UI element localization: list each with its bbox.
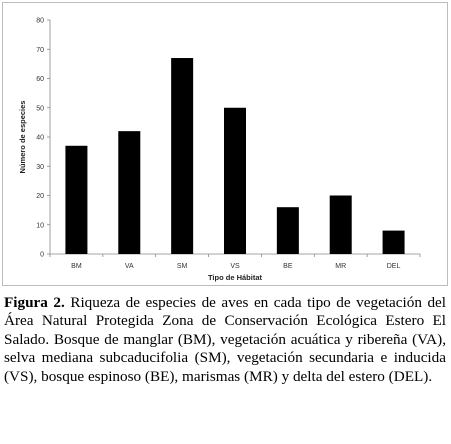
figure-caption: Figura 2. Riqueza de especies de aves en… — [4, 294, 446, 386]
x-tick-label-bm: BM — [71, 263, 82, 270]
bar-be — [276, 207, 299, 254]
bar-sm — [171, 58, 194, 255]
bar-va — [118, 131, 141, 254]
y-tick-label: 0 — [40, 252, 44, 259]
bar-vs — [224, 107, 246, 254]
bar-bm — [65, 145, 88, 254]
y-tick-label: 80 — [36, 18, 44, 25]
x-tick-label-vs: VS — [230, 263, 240, 270]
y-tick-label: 60 — [36, 76, 44, 83]
x-ticks: BM VA SM VS BE MR DEL — [49, 254, 421, 270]
bar-chart: 0 10 20 30 40 50 60 70 80 BM VA SM VS BE MR DEL Tipo d… — [18, 18, 421, 282]
x-tick-label-mr: MR — [335, 263, 346, 270]
bar-mr — [329, 195, 352, 254]
y-tick-label: 40 — [36, 135, 44, 142]
y-ticks: 0 10 20 30 40 50 60 70 80 — [36, 18, 50, 259]
x-axis-title: Tipo de Hábitat — [208, 273, 263, 282]
x-tick-label-va: VA — [125, 263, 134, 270]
y-tick-label: 50 — [36, 105, 44, 112]
x-tick-label-sm: SM — [177, 263, 188, 270]
y-tick-label: 70 — [36, 47, 44, 54]
y-tick-label: 10 — [36, 222, 44, 229]
x-tick-label-del: DEL — [387, 263, 401, 270]
bar-del — [382, 230, 405, 254]
y-axis-title: Número de especies — [18, 101, 27, 174]
y-tick-label: 20 — [36, 193, 44, 200]
x-tick-label-be: BE — [283, 263, 293, 270]
caption-label: Figura 2. — [4, 294, 65, 311]
caption-text: Riqueza de especies de aves en cada tipo… — [4, 294, 446, 385]
y-tick-label: 30 — [36, 164, 44, 171]
bars — [65, 58, 405, 255]
